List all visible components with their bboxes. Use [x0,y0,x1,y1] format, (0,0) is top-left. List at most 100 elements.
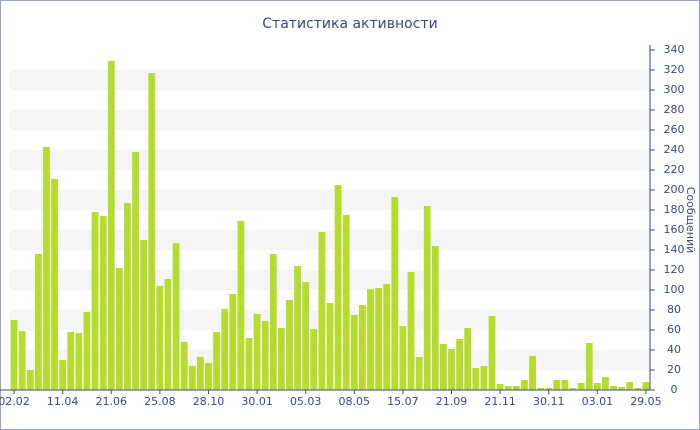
bar [431,246,439,390]
y-tick-label: 280 [664,103,685,116]
bar [253,314,261,390]
bar [480,366,488,390]
grid-band [10,150,650,170]
bar [569,388,577,390]
chart-title: Статистика активности [262,16,437,32]
bar [359,305,366,390]
bar [350,315,358,390]
y-tick-label: 200 [664,183,685,196]
bar [456,339,464,390]
bar [504,386,512,390]
bar [269,254,277,390]
bar [91,212,99,390]
bar [545,388,553,390]
bar [99,216,107,390]
bar [59,360,67,390]
x-tick-label: 11.04 [47,395,79,408]
y-tick-label: 120 [664,263,685,276]
x-tick-label: 02.02 [0,395,30,408]
bar [43,147,50,390]
grid-band [10,230,650,250]
bar [245,338,253,390]
bar [585,343,593,390]
bar [148,73,156,390]
x-tick-label: 30.01 [241,395,273,408]
bar [512,386,520,390]
bar [67,332,75,390]
bar [326,303,334,390]
bar [561,380,569,390]
bar [164,279,172,390]
y-tick-label: 260 [664,123,685,136]
bar [342,215,350,390]
x-tick-label: 28.10 [193,395,225,408]
bar [205,363,212,390]
bar [132,152,139,390]
bar [602,377,609,390]
bar [440,344,447,390]
bar [618,387,626,390]
bar [318,232,326,390]
bar [34,254,42,390]
bar [75,333,83,390]
bar [488,316,496,390]
x-tick-label: 03.01 [582,395,614,408]
bar [124,203,131,390]
y-tick-label: 320 [664,63,685,76]
y-axis-label: Сообщений [684,187,697,254]
bar [521,380,528,390]
x-tick-label: 29.05 [630,395,662,408]
bar [310,329,318,390]
bar [593,383,601,390]
y-tick-label: 100 [664,283,685,296]
y-tick-label: 0 [671,383,678,396]
bar [213,332,220,390]
y-tick-label: 40 [667,343,681,356]
bar [83,312,91,390]
bar [140,240,148,390]
bar [415,357,423,390]
y-tick-label: 300 [664,83,685,96]
x-tick-label: 21.09 [436,395,468,408]
x-tick-label: 21.11 [484,395,516,408]
y-tick-label: 60 [667,323,681,336]
grid-band [10,70,650,90]
y-tick-label: 240 [664,143,685,156]
y-tick-label: 140 [664,243,685,256]
bar [115,268,123,390]
bar [423,206,431,390]
bar [496,384,504,390]
bar [334,185,342,390]
bar [634,388,642,390]
bar [261,321,269,390]
bar [610,386,617,390]
bar [537,388,545,390]
grid-band [10,110,650,130]
bar [237,221,245,390]
bar [407,272,415,390]
bar [448,349,455,390]
y-tick-label: 160 [664,223,685,236]
x-tick-label: 05.03 [290,395,322,408]
bar [18,331,26,390]
bar [642,382,650,390]
bar [294,266,301,390]
grid-band [10,190,650,210]
bar [221,309,229,390]
bar [156,286,164,390]
y-tick-label: 80 [667,303,681,316]
bar [626,382,634,390]
bar [286,300,293,390]
bar [529,356,536,390]
bar [399,326,407,390]
bar [229,294,237,390]
bar [180,342,188,390]
x-tick-label: 25.08 [144,395,176,408]
bar [464,328,472,390]
y-tick-label: 340 [664,43,685,56]
bar [375,288,383,390]
bar [196,357,204,390]
bar [277,328,285,390]
bar [26,370,34,390]
